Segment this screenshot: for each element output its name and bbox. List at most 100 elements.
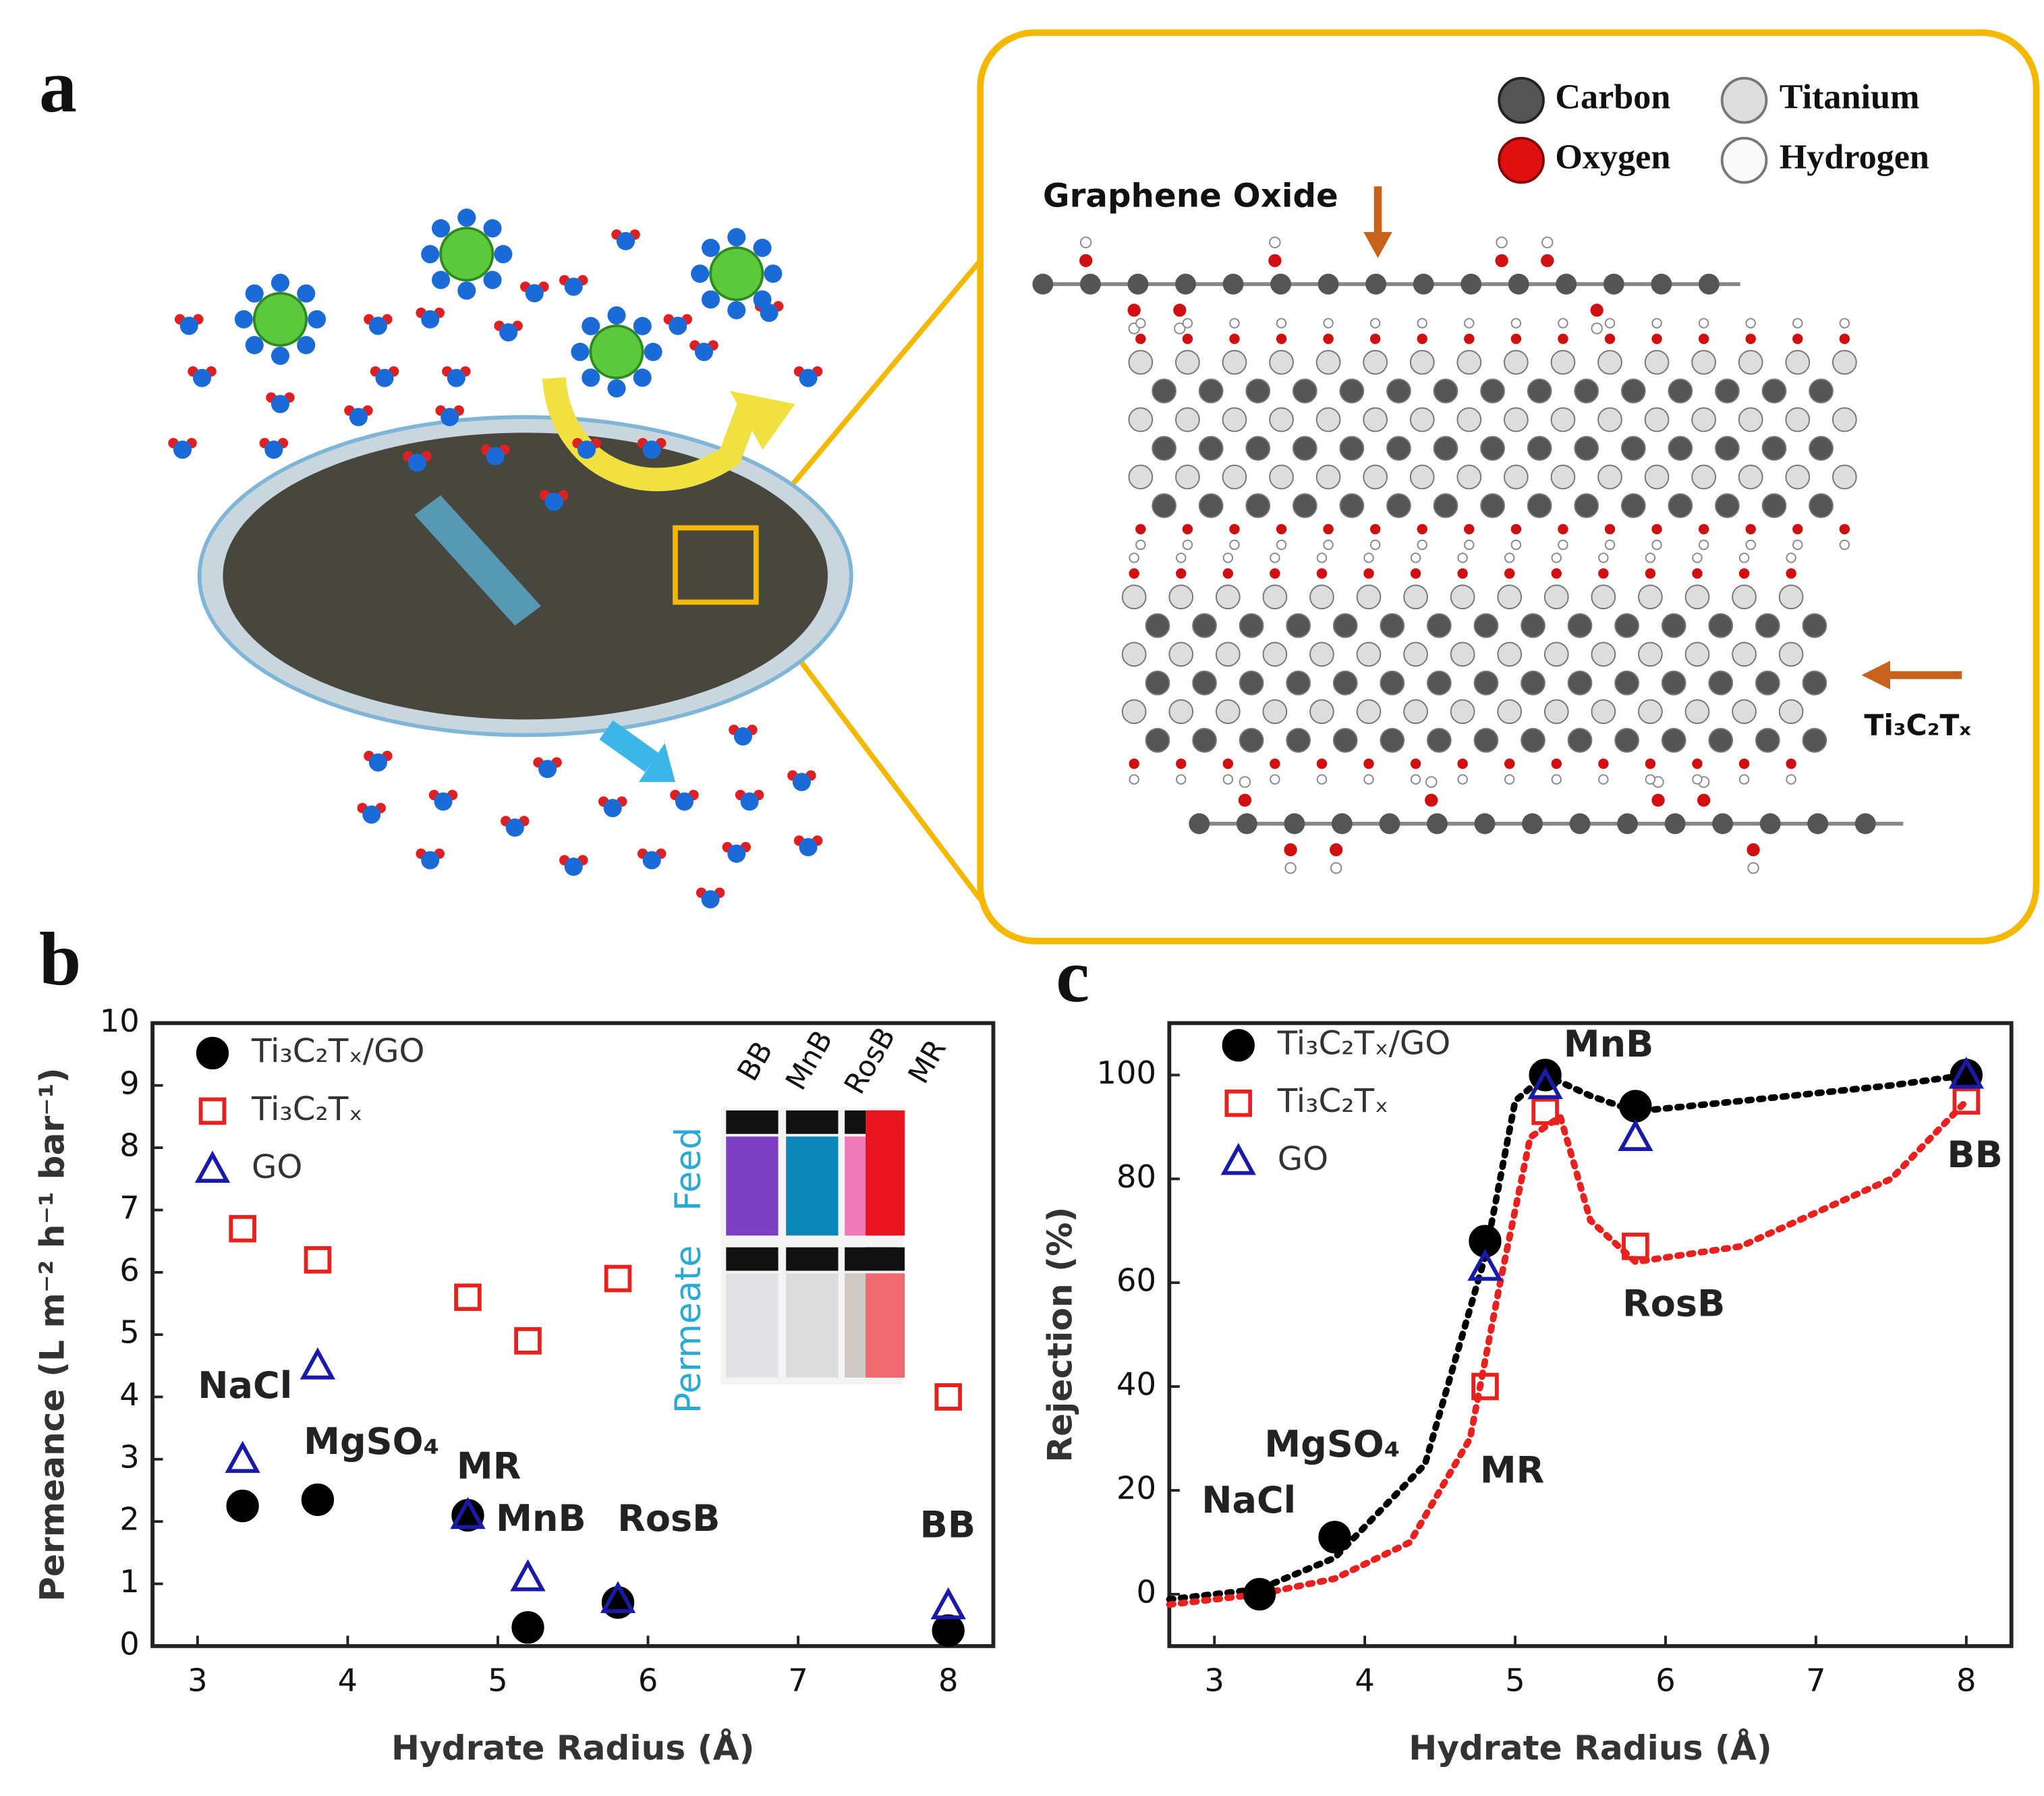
ion-shell (702, 290, 720, 309)
carbon (1668, 436, 1693, 461)
titanium (1363, 407, 1388, 432)
ion (252, 291, 308, 347)
titanium (1403, 642, 1428, 667)
carbon (1245, 378, 1271, 403)
water-o (617, 231, 635, 250)
carbon (1521, 670, 1545, 696)
point (229, 1214, 256, 1243)
titanium (1309, 584, 1334, 610)
water-o (271, 395, 289, 414)
carbon (1145, 613, 1170, 638)
titanium (1644, 407, 1670, 432)
hydrogen (1284, 862, 1297, 874)
carbon (1715, 436, 1740, 461)
titanium (1597, 349, 1622, 375)
oxygen (1698, 524, 1709, 535)
ion-shell (581, 368, 600, 387)
titanium (1597, 407, 1622, 432)
oxygen (1604, 524, 1616, 535)
water-o (538, 760, 557, 779)
strip (414, 495, 541, 626)
ion-shell (483, 271, 502, 289)
y-tick-label: 3 (119, 1438, 140, 1475)
ion-shell (297, 336, 316, 355)
titanium (1456, 464, 1482, 490)
hydrogen (1176, 553, 1187, 563)
titanium (1785, 464, 1811, 490)
oxygen (1222, 568, 1234, 579)
carbon (1708, 670, 1734, 696)
carbon (1433, 436, 1458, 461)
oxygen (1222, 758, 1234, 769)
titanium (1832, 407, 1857, 432)
point-label: BB (920, 1504, 975, 1546)
hydrogen (1316, 553, 1328, 563)
inset-label: MnB (780, 1025, 840, 1096)
legend-label: Hydrogen (1780, 138, 1929, 177)
carbon (1286, 613, 1311, 638)
hydrogen (1745, 539, 1756, 551)
oxygen (1692, 568, 1703, 579)
x-tick-label: 5 (488, 1662, 508, 1698)
oxygen (1176, 758, 1187, 769)
titanium (1262, 584, 1288, 610)
titanium (1168, 699, 1194, 725)
point (604, 1264, 632, 1293)
titanium (1684, 584, 1710, 610)
oxygen (1598, 758, 1609, 769)
carbon (1317, 273, 1339, 295)
titanium (1504, 407, 1529, 432)
titanium (1309, 642, 1334, 667)
titanium (1644, 349, 1670, 375)
titanium (1456, 407, 1482, 432)
water-o (669, 316, 687, 335)
water-o (368, 753, 387, 772)
titanium (1403, 584, 1428, 610)
oxygen (1698, 333, 1709, 344)
panel-label: a (39, 45, 77, 128)
carbon (1332, 727, 1358, 753)
carbon (1473, 727, 1499, 753)
carbon (1332, 670, 1358, 696)
oxygen (1510, 524, 1522, 535)
oxygen (1129, 568, 1139, 579)
water-o (799, 368, 818, 387)
ion-shell (271, 346, 289, 365)
water-o (368, 316, 387, 335)
titanium (1504, 349, 1529, 375)
point-label: MgSO₄ (1264, 1423, 1400, 1465)
hydrogen (1276, 539, 1287, 551)
mxene-label: Ti₃C₂Tₓ (1864, 709, 1971, 742)
point (1243, 1577, 1276, 1611)
ion-shell (245, 284, 264, 303)
ion-shell (581, 316, 600, 335)
oxygen (1551, 758, 1562, 769)
water-o (441, 408, 459, 426)
water-o (434, 792, 453, 811)
titanium (1691, 464, 1717, 490)
oxygen (1129, 758, 1139, 769)
point (301, 1483, 335, 1516)
water-o (564, 277, 583, 296)
carbon (1807, 813, 1829, 835)
hydrogen (1363, 774, 1374, 785)
carbon (1664, 813, 1686, 835)
point (454, 1283, 482, 1312)
titanium (1785, 349, 1811, 375)
legend-swatch (1498, 76, 1545, 124)
carbon (1556, 273, 1577, 295)
carbon (1761, 436, 1787, 461)
oxygen (1745, 333, 1756, 344)
hydrogen (1504, 553, 1515, 563)
carbon (1802, 727, 1827, 753)
hydrogen (1239, 776, 1251, 788)
water-o (694, 343, 714, 362)
ion-shell (457, 208, 476, 227)
carbon (1715, 493, 1740, 518)
titanium (1175, 407, 1200, 432)
oxygen (1425, 793, 1438, 807)
point (514, 1327, 542, 1355)
titanium (1269, 349, 1294, 375)
ion-shell (432, 219, 451, 237)
hydrogen (1692, 553, 1703, 563)
